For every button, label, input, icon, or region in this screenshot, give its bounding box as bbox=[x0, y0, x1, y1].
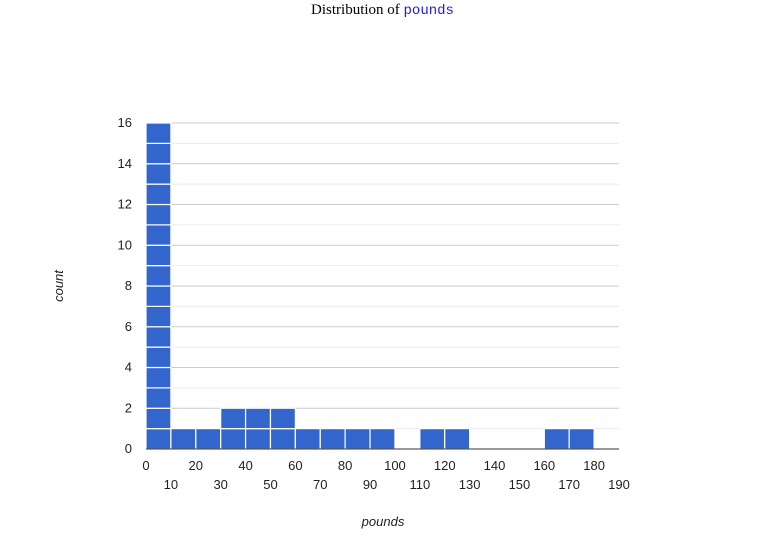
bar-block bbox=[568, 428, 595, 450]
x-tick-label: 30 bbox=[213, 477, 227, 492]
bar-block bbox=[145, 326, 172, 348]
x-tick-label: 190 bbox=[608, 477, 630, 492]
x-axis-label: pounds bbox=[361, 514, 405, 529]
x-tick-label: 160 bbox=[533, 458, 555, 473]
bar-block bbox=[145, 407, 172, 430]
x-tick-label: 150 bbox=[509, 477, 531, 492]
bar bbox=[220, 407, 247, 450]
bar-block bbox=[269, 428, 296, 450]
bar-block bbox=[269, 407, 296, 430]
bar-block bbox=[145, 428, 172, 450]
x-tick-label: 100 bbox=[384, 458, 406, 473]
bar-block bbox=[145, 366, 172, 389]
y-tick-label: 6 bbox=[125, 319, 132, 334]
bar-block bbox=[145, 183, 172, 206]
bar-block bbox=[145, 224, 172, 246]
bar-block bbox=[145, 285, 172, 307]
bar bbox=[419, 428, 446, 450]
bar-block bbox=[195, 428, 222, 450]
x-tick-label: 110 bbox=[409, 477, 430, 492]
bar-block bbox=[369, 428, 396, 450]
y-tick-label: 10 bbox=[118, 237, 132, 252]
x-tick-label: 50 bbox=[263, 477, 277, 492]
bar bbox=[244, 407, 272, 450]
bar-block bbox=[170, 428, 197, 450]
y-tick-label: 12 bbox=[118, 197, 132, 212]
bar-block bbox=[145, 265, 172, 287]
x-tick-label: 180 bbox=[583, 458, 605, 473]
bar-block bbox=[145, 387, 172, 409]
x-tick-label: 10 bbox=[164, 477, 178, 492]
bar-block bbox=[145, 305, 172, 328]
bar bbox=[294, 428, 321, 450]
x-tick-label: 80 bbox=[338, 458, 352, 473]
bar-block bbox=[419, 428, 446, 450]
bar-block bbox=[294, 428, 321, 450]
bar bbox=[369, 428, 396, 450]
x-tick-label: 130 bbox=[459, 477, 481, 492]
bar bbox=[568, 428, 595, 450]
bar bbox=[543, 428, 570, 450]
bar-block bbox=[145, 244, 172, 267]
y-tick-label: 2 bbox=[125, 400, 132, 415]
bar bbox=[145, 122, 172, 450]
bar-block bbox=[145, 346, 172, 369]
bar bbox=[170, 428, 197, 450]
x-tick-label: 20 bbox=[189, 458, 203, 473]
x-tick-label: 0 bbox=[142, 458, 149, 473]
bars bbox=[145, 122, 595, 450]
bar-block bbox=[145, 163, 172, 185]
gridlines bbox=[146, 122, 619, 450]
bar-block bbox=[444, 428, 471, 450]
bar-block bbox=[220, 428, 247, 450]
bar-block bbox=[344, 428, 371, 450]
bar-block bbox=[319, 428, 346, 450]
chart-title-variable: pounds bbox=[403, 3, 454, 19]
y-tick-label: 8 bbox=[125, 278, 132, 293]
x-tick-label: 120 bbox=[434, 458, 456, 473]
x-tick-label: 140 bbox=[484, 458, 506, 473]
bar-block bbox=[244, 428, 272, 450]
x-tick-label: 170 bbox=[558, 477, 580, 492]
y-tick-label: 16 bbox=[118, 115, 132, 130]
x-axis-ticks: 0 20 40 60 80 100 120 140 160 180 10 30 50 70 90 110 130… bbox=[142, 458, 629, 492]
x-tick-label: 60 bbox=[288, 458, 302, 473]
bar bbox=[195, 428, 222, 450]
bar bbox=[319, 428, 346, 450]
y-tick-label: 4 bbox=[125, 360, 132, 375]
x-tick-label: 40 bbox=[238, 458, 252, 473]
bar-block bbox=[220, 407, 247, 430]
chart-title-prefix: Distribution of bbox=[311, 2, 400, 18]
y-axis-label: count bbox=[51, 269, 66, 302]
bar-block bbox=[244, 407, 272, 430]
bar-block bbox=[145, 142, 172, 165]
bar-block bbox=[543, 428, 570, 450]
x-tick-label: 70 bbox=[313, 477, 327, 492]
x-tick-label: 90 bbox=[363, 477, 377, 492]
y-tick-label: 14 bbox=[118, 156, 132, 171]
bar-block bbox=[145, 203, 172, 226]
bar bbox=[344, 428, 371, 450]
y-tick-label: 0 bbox=[125, 441, 132, 456]
bar bbox=[269, 407, 296, 450]
chart-title: Distribution of pounds bbox=[0, 0, 765, 24]
y-axis-ticks: 0 2 4 6 8 10 12 14 16 bbox=[118, 115, 132, 456]
bar-block bbox=[145, 122, 172, 144]
bar bbox=[444, 428, 471, 450]
